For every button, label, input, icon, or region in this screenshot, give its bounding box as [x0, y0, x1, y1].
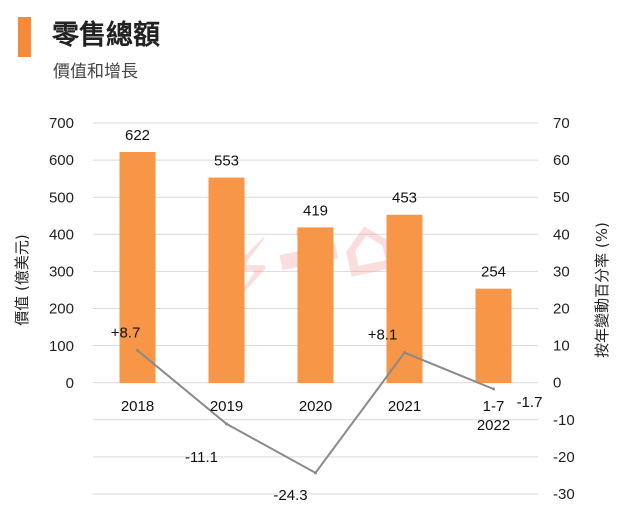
left-tick-label: 600: [49, 152, 74, 169]
right-tick-label: 20: [553, 301, 570, 318]
category-label: 2021: [388, 398, 421, 415]
category-label: 2020: [299, 398, 332, 415]
category-label: 1-7: [483, 398, 505, 415]
right-axis-ticks: -30 -20 -10 0 10 20 30 40 50 60 70: [553, 115, 575, 503]
left-tick-label: 100: [49, 338, 74, 355]
line-point: [314, 471, 317, 475]
right-tick-label: 30: [553, 263, 570, 280]
line-value-label: -11.1: [185, 449, 218, 466]
line-point: [225, 422, 228, 426]
line-value-label: +8.1: [368, 327, 398, 344]
right-tick-label: 10: [553, 338, 570, 355]
bar-value-label: 419: [303, 202, 328, 219]
right-tick-label: 50: [553, 189, 570, 206]
title-accent-bar: [18, 17, 31, 57]
right-tick-label: -30: [553, 486, 575, 503]
bar-value-label: 254: [481, 264, 506, 281]
category-label: 2018: [121, 398, 154, 415]
growth-line-series: [136, 348, 495, 475]
line-value-label: +8.7: [111, 324, 141, 341]
bar: [208, 177, 245, 383]
category-label: 2019: [210, 398, 243, 415]
right-tick-label: 0: [553, 375, 561, 392]
right-tick-label: 40: [553, 226, 570, 243]
line-point: [492, 387, 495, 391]
line-data-labels: +8.7 -11.1 -24.3 +8.1 -1.7: [111, 324, 543, 503]
right-tick-label: -20: [553, 449, 575, 466]
right-tick-label: -10: [553, 412, 575, 429]
left-tick-label: 0: [66, 375, 74, 392]
bar: [119, 151, 156, 383]
chart-title: 零售總額: [51, 19, 160, 51]
line-point: [403, 351, 406, 355]
category-label: 2022: [477, 417, 510, 434]
right-axis-label: 按年變動百分率 (%): [593, 222, 611, 358]
bar-value-label: 622: [125, 127, 150, 144]
left-tick-label: 500: [49, 189, 74, 206]
bar: [386, 214, 423, 383]
left-tick-label: 700: [49, 115, 74, 132]
bar-data-labels: 622 553 419 453 254: [125, 127, 506, 281]
left-tick-label: 400: [49, 226, 74, 243]
bar: [297, 227, 334, 383]
line-value-label: -1.7: [517, 394, 543, 411]
line-value-label: -24.3: [273, 487, 307, 504]
bar-value-label: 553: [214, 153, 239, 170]
line-point: [136, 348, 139, 352]
bar-series: [119, 151, 512, 383]
category-labels: 2018 2019 2020 2021 1-7 2022: [121, 398, 510, 434]
bar: [475, 288, 512, 383]
left-axis-ticks: 0 100 200 300 400 500 600 700: [49, 115, 74, 392]
right-tick-label: 70: [553, 115, 570, 132]
left-tick-label: 300: [49, 264, 74, 281]
left-axis-label: 價值 (億美元): [13, 234, 31, 325]
chart-subtitle: 價值和增長: [53, 62, 138, 82]
left-tick-label: 200: [49, 301, 74, 318]
right-tick-label: 60: [553, 152, 570, 169]
bar-value-label: 453: [392, 190, 417, 207]
